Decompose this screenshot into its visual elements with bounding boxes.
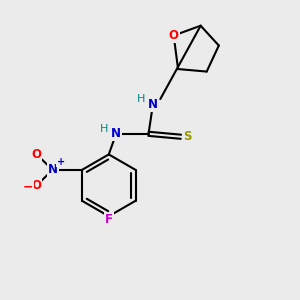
Text: +: + — [57, 157, 65, 166]
Text: H: H — [100, 124, 108, 134]
Text: O: O — [32, 179, 41, 192]
Text: N: N — [48, 164, 58, 176]
Text: N: N — [148, 98, 158, 111]
Text: −: − — [22, 180, 33, 193]
Text: O: O — [32, 148, 41, 161]
Text: S: S — [183, 130, 192, 143]
Text: H: H — [136, 94, 145, 104]
Text: O: O — [169, 29, 179, 42]
Text: N: N — [111, 127, 121, 140]
Text: F: F — [105, 213, 113, 226]
